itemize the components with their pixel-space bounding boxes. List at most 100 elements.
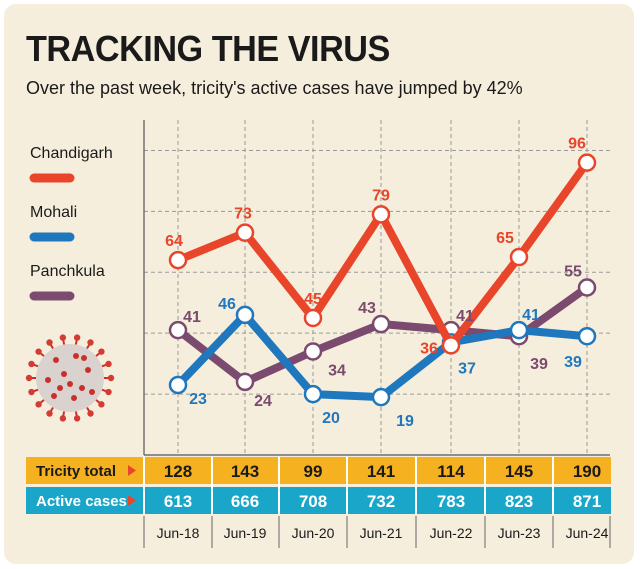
table-cell: 823: [505, 492, 533, 511]
table-cell: 732: [367, 492, 395, 511]
virus-spike-tip: [98, 348, 105, 355]
data-point: [303, 308, 323, 328]
virus-spike-tip: [46, 410, 53, 417]
table-cell: 666: [231, 492, 259, 511]
x-tick-label: Jun-21: [360, 525, 403, 541]
data-label: 96: [568, 136, 586, 153]
virus-spike-tip: [105, 388, 112, 396]
virus-spike-tip: [28, 360, 35, 368]
chart-title: TRACKING THE VIRUS: [26, 28, 390, 69]
x-tick-label: Jun-18: [157, 525, 200, 541]
virus-spot: [61, 371, 67, 377]
table-cell: 99: [304, 462, 323, 481]
virus-spot: [53, 357, 59, 363]
virus-spike-tip: [105, 360, 112, 368]
virus-spot: [89, 389, 95, 395]
virus-spot: [73, 353, 79, 359]
table-row: [26, 487, 611, 514]
virus-spike-tip: [87, 410, 94, 417]
data-label: 64: [165, 233, 183, 250]
legend: Chandigarh Mohali Panchkula: [29, 145, 113, 301]
data-point: [168, 250, 188, 270]
virus-spike-tip: [28, 388, 35, 396]
virus-spike-tip: [35, 401, 42, 408]
virus-spot: [45, 377, 51, 383]
data-label: 19: [396, 413, 414, 430]
data-label: 46: [218, 296, 236, 313]
virus-spike-tip: [25, 374, 33, 382]
table-row: [26, 457, 611, 484]
table-cell: 613: [164, 492, 192, 511]
virus-spike-tip: [46, 339, 53, 346]
data-label: 41: [456, 308, 474, 325]
data-label: 39: [564, 354, 582, 371]
data-label: 41: [522, 307, 540, 324]
table-cell: 190: [573, 462, 601, 481]
data-point: [577, 326, 597, 346]
virus-spike-tip: [87, 339, 94, 346]
data-label: 37: [458, 360, 476, 377]
data-point: [509, 247, 529, 267]
data-point: [441, 336, 461, 355]
chart-subtitle: Over the past week, tricity's active cas…: [26, 78, 523, 98]
data-point: [168, 320, 188, 340]
table-cell: 114: [437, 462, 465, 481]
table-cell: 128: [164, 462, 192, 481]
virus-spike-tip: [98, 401, 105, 408]
row-label: Active cases: [36, 493, 127, 510]
data-label: 73: [234, 206, 252, 223]
data-label: 20: [322, 410, 340, 427]
data-point: [577, 278, 597, 297]
data-label: 39: [530, 356, 548, 373]
legend-label: Chandigarh: [30, 145, 113, 162]
x-tick-label: Jun-19: [224, 525, 267, 541]
arrow-icon: [128, 465, 136, 476]
table-cell: 145: [505, 462, 533, 481]
table-cell: 708: [299, 492, 327, 511]
data-point: [303, 342, 323, 361]
data-point: [509, 320, 529, 340]
data-point: [235, 305, 255, 325]
virus-spike-tip: [35, 348, 42, 355]
virus-icon: [25, 334, 115, 422]
data-point: [235, 372, 255, 392]
data-label: 45: [304, 291, 322, 308]
data-label: 55: [564, 264, 582, 281]
data-label: 65: [496, 230, 514, 247]
totals-table: Tricity total 128 143 99 141 114 145 190 Active …: [26, 457, 611, 548]
virus-spot: [71, 395, 77, 401]
x-tick-label: Jun-20: [292, 525, 335, 541]
virus-spike-tip: [73, 415, 81, 422]
data-label: 24: [254, 393, 272, 410]
data-point: [371, 387, 391, 407]
table-cell: 783: [437, 492, 465, 511]
virus-spot: [67, 381, 73, 387]
legend-label: Mohali: [30, 204, 77, 221]
table-cell: 141: [367, 462, 395, 481]
axis: [143, 120, 610, 456]
virus-spike-tip: [59, 334, 67, 341]
data-point: [235, 223, 255, 242]
data-label: 34: [328, 362, 346, 379]
virus-spike-tip: [73, 334, 81, 341]
x-tick-label: Jun-22: [430, 525, 473, 541]
data-point: [371, 205, 391, 224]
data-point: [371, 314, 391, 334]
data-point: [303, 384, 323, 404]
data-point: [168, 375, 188, 395]
virus-spot: [85, 367, 91, 373]
data-point: [577, 153, 597, 172]
data-label: 36: [420, 340, 438, 357]
legend-label: Panchkula: [30, 263, 105, 280]
data-label: 23: [189, 391, 207, 408]
table-cell: 143: [231, 462, 259, 481]
virus-spot: [81, 355, 87, 361]
virus-spot: [51, 393, 57, 399]
virus-spot: [57, 385, 63, 391]
series-lines: [168, 153, 597, 407]
data-label: 79: [372, 187, 390, 204]
arrow-icon: [128, 495, 136, 506]
virus-spike-tip: [107, 374, 115, 382]
virus-spot: [79, 385, 85, 391]
